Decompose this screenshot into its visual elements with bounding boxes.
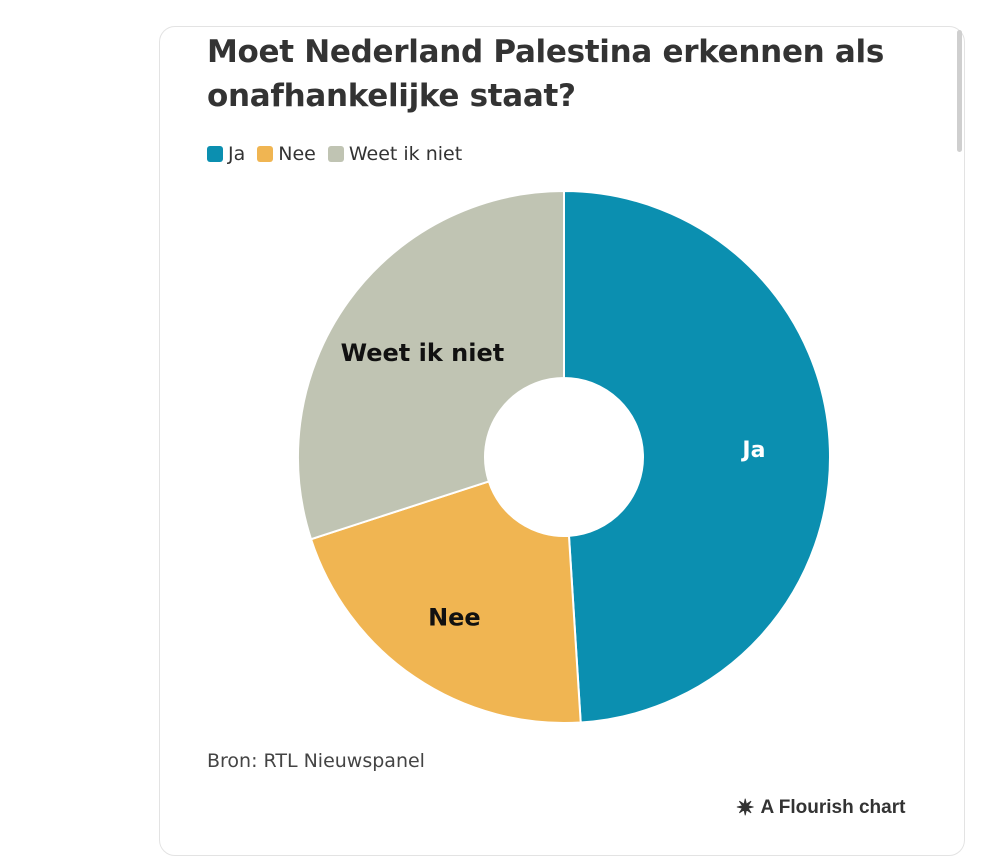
- legend-swatch: [257, 146, 274, 162]
- legend-swatch: [327, 146, 344, 162]
- source-note: Bron: RTL Nieuwspanel: [207, 750, 425, 772]
- legend-item-nee[interactable]: Nee: [257, 143, 316, 165]
- legend-item-ja[interactable]: Ja: [207, 143, 245, 165]
- slice-label-nee: Nee: [428, 603, 481, 631]
- legend-swatch: [207, 146, 223, 162]
- chart-title: Moet Nederland Palestina erkennen als on…: [207, 34, 885, 114]
- donut-slice-nee[interactable]: [309, 480, 582, 724]
- donut-slice-ja[interactable]: [563, 189, 831, 724]
- legend-label: Ja: [228, 143, 246, 165]
- donut-slice-weet-ik-niet[interactable]: [297, 189, 565, 541]
- slice-label-weet-ik-niet: Weet ik niet: [341, 339, 505, 367]
- legend-item-weet-ik-niet[interactable]: Weet ik niet: [327, 143, 463, 165]
- legend: Ja Nee Weet ik niet: [207, 143, 474, 165]
- flourish-credit[interactable]: ✷ A Flourish chart: [736, 797, 905, 819]
- asterisk-icon: ✷: [736, 795, 755, 820]
- slice-label-ja: Ja: [740, 438, 765, 463]
- legend-label: Weet ik niet: [348, 143, 463, 165]
- scrollbar[interactable]: [957, 30, 962, 152]
- flourish-credit-label: A Flourish chart: [760, 797, 906, 818]
- legend-label: Nee: [278, 143, 316, 165]
